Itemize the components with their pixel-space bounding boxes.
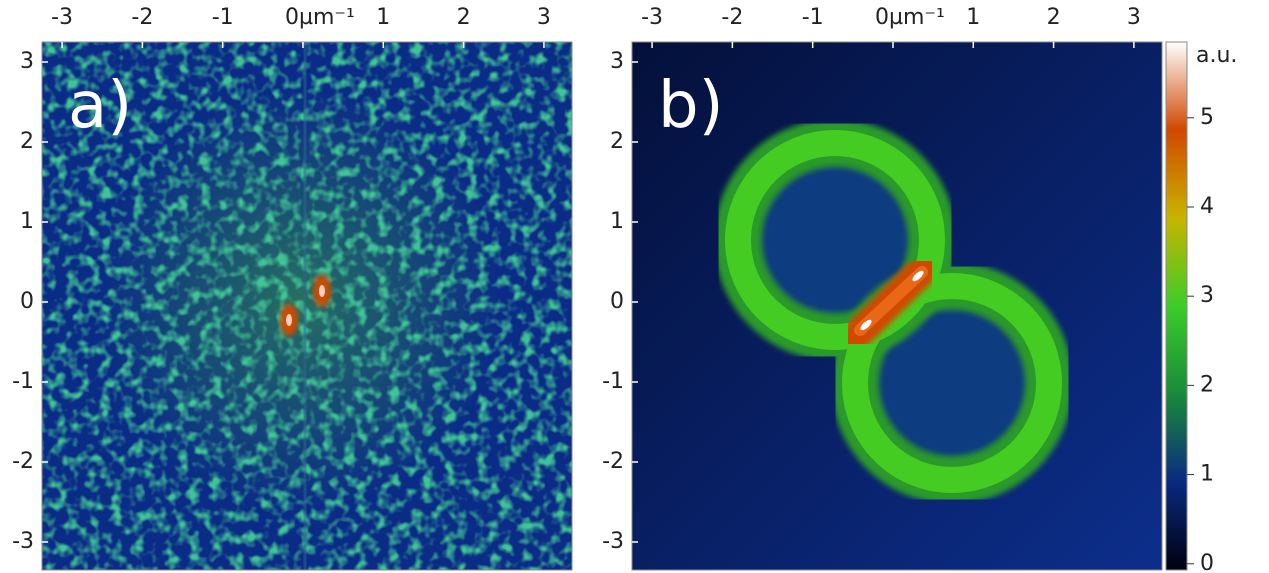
colorbar: [1166, 42, 1187, 570]
y-tick-label: 3: [20, 49, 34, 74]
colorbar-tick-label: 1: [1200, 462, 1214, 487]
colorbar-tick-label: 0: [1200, 551, 1214, 573]
y-tick-label: 2: [20, 129, 34, 154]
colorbar-tick-label: 2: [1200, 372, 1214, 397]
x-tick-label: 1: [966, 5, 980, 30]
colorbar-tick-label: 5: [1200, 105, 1214, 130]
x-tick-label: 3: [1127, 5, 1141, 30]
x-tick-label: 0µm⁻¹: [285, 5, 355, 30]
x-tick-label: -2: [721, 5, 743, 30]
y-tick-label: 1: [610, 209, 624, 234]
colorbar-tick-label: 4: [1200, 194, 1214, 219]
y-tick-label: 0: [610, 289, 624, 314]
colorbar-label: a.u.: [1196, 43, 1237, 68]
x-tick-label: -3: [51, 5, 73, 30]
x-tick-label: 0µm⁻¹: [875, 5, 945, 30]
y-tick-label: -1: [12, 369, 34, 394]
figure: a) -3 -2 -1 0µm⁻¹ 1 2 3 -3 -2 -1 0 1 2 3 b) -3 -2 -1 0µm⁻¹ 1…: [0, 0, 1269, 573]
x-tick-label: 2: [457, 5, 471, 30]
colorbar-tick-label: 3: [1200, 283, 1214, 308]
x-tick-label: 2: [1047, 5, 1061, 30]
x-tick-label: -3: [641, 5, 663, 30]
x-tick-label: -2: [131, 5, 153, 30]
y-tick-label: -2: [602, 449, 624, 474]
y-tick-label: 3: [610, 49, 624, 74]
x-tick-label: -1: [802, 5, 824, 30]
panel-label: b): [658, 69, 724, 143]
panel-label: a): [68, 69, 132, 143]
y-tick-label: -2: [12, 449, 34, 474]
y-tick-label: 1: [20, 209, 34, 234]
x-tick-label: 3: [537, 5, 551, 30]
y-tick-label: 0: [20, 289, 34, 314]
y-tick-label: -1: [602, 369, 624, 394]
x-tick-label: 1: [376, 5, 390, 30]
y-tick-label: -3: [602, 529, 624, 554]
y-tick-label: -3: [12, 529, 34, 554]
x-tick-label: -1: [212, 5, 234, 30]
y-tick-label: 2: [610, 129, 624, 154]
